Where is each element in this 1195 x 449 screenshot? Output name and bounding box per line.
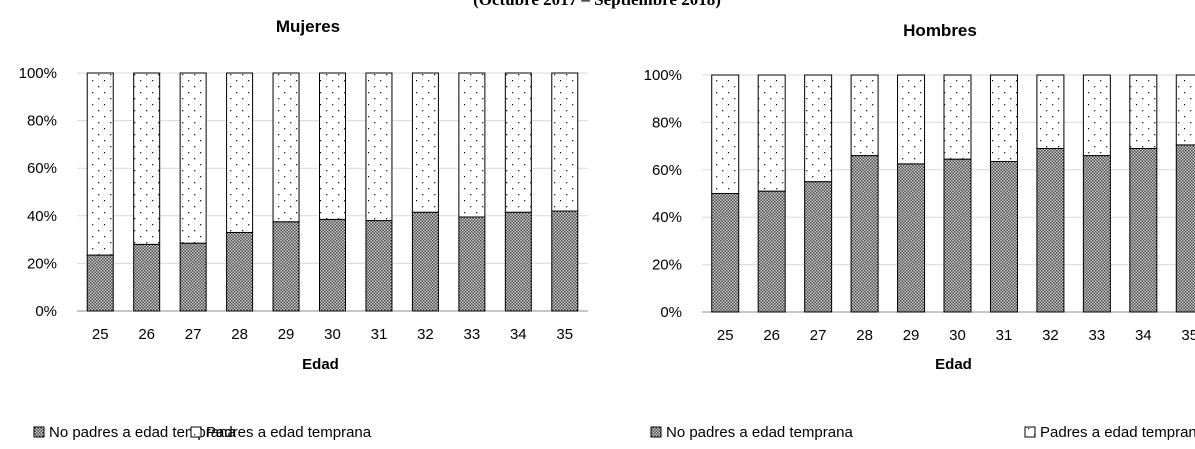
chart-mujeres: Mujeres 0% 20% 40% 60% 80% 100% 25 26 27 28 29 30 31 3… <box>19 17 588 441</box>
legend-swatch <box>1024 426 1036 438</box>
x-tick-label: 34 <box>1135 327 1152 344</box>
bar-segment <box>411 72 439 213</box>
bar-segment <box>504 211 532 312</box>
bar-segment <box>1129 147 1158 313</box>
bar-segment <box>1082 155 1111 313</box>
y-tick-label: 20% <box>27 255 57 272</box>
bar-segment <box>458 72 486 218</box>
bar-segment <box>989 161 1018 313</box>
page-title: (Octubre 2017 – Septiembre 2018) <box>473 0 721 9</box>
bar-segment <box>551 72 579 212</box>
bar-segment <box>850 155 879 313</box>
bar-segment <box>133 243 161 312</box>
bar-segment <box>226 72 254 233</box>
legend-label: No padres a edad temprana <box>49 424 236 441</box>
bar-segment <box>551 210 579 312</box>
y-tick-label: 0% <box>660 304 682 321</box>
y-tick-label: 100% <box>19 65 57 82</box>
bar-segment <box>179 72 207 244</box>
x-tick-label: 26 <box>138 326 155 343</box>
bar-segment <box>1129 74 1158 149</box>
legend-swatch <box>33 426 45 438</box>
x-tick-label: 28 <box>856 327 873 344</box>
x-axis-title: Edad <box>935 356 972 373</box>
bar-segment <box>365 72 393 222</box>
bar-segment <box>86 254 114 312</box>
x-tick-label: 35 <box>1181 327 1195 344</box>
y-tick-label: 40% <box>27 208 57 225</box>
bar-segment <box>757 74 786 192</box>
bar-segment <box>458 216 486 312</box>
bar-segment <box>272 221 300 312</box>
x-tick-label: 31 <box>371 326 388 343</box>
bar-segment <box>1175 144 1195 313</box>
bar-segment <box>1036 147 1065 313</box>
bar-segment <box>319 72 346 220</box>
bar-segment <box>711 74 740 194</box>
y-tick-label: 80% <box>652 114 682 131</box>
x-tick-label: 27 <box>185 326 202 343</box>
bar-segment <box>319 218 346 312</box>
bar-segment <box>365 220 393 312</box>
x-tick-label: 32 <box>1042 327 1059 344</box>
x-tick-label: 35 <box>556 326 573 343</box>
x-tick-label: 30 <box>324 326 341 343</box>
x-tick-label: 34 <box>510 326 527 343</box>
bar-segment <box>1082 74 1111 157</box>
x-tick-label: 33 <box>1089 327 1106 344</box>
x-tick-label: 25 <box>92 326 109 343</box>
x-tick-label: 28 <box>231 326 248 343</box>
legend-label: Padres a edad temprana <box>206 424 372 441</box>
legend-swatch <box>190 426 202 438</box>
bar-segment <box>226 231 254 312</box>
y-tick-label: 60% <box>652 162 682 179</box>
y-tick-label: 100% <box>644 67 682 84</box>
x-tick-label: 27 <box>810 327 827 344</box>
bar-segment <box>1175 74 1195 146</box>
bar-segment <box>943 74 972 160</box>
bar-segment <box>179 242 207 312</box>
bar-segment <box>711 193 740 313</box>
bar-segment <box>272 72 300 223</box>
bar-segment <box>989 74 1018 163</box>
x-tick-label: 31 <box>996 327 1013 344</box>
bar-segment <box>411 211 439 312</box>
x-tick-label: 30 <box>949 327 966 344</box>
x-tick-label: 26 <box>763 327 780 344</box>
x-tick-label: 32 <box>417 326 434 343</box>
chart-hombres: Hombres 0% 20% 40% 60% 80% 100% 25 26 27 28 29 30 31 3… <box>644 21 1195 441</box>
bar-segment <box>504 72 532 213</box>
bar-segment <box>850 74 879 157</box>
y-tick-label: 20% <box>652 257 682 274</box>
x-tick-label: 29 <box>278 326 295 343</box>
bar-segment <box>86 72 114 256</box>
x-tick-label: 33 <box>464 326 481 343</box>
bar-segment <box>897 74 926 165</box>
y-tick-label: 60% <box>27 160 57 177</box>
legend-swatch <box>650 426 662 438</box>
chart-title: Mujeres <box>276 17 340 36</box>
chart-title: Hombres <box>903 21 977 40</box>
legend-label: No padres a edad temprana <box>666 424 853 441</box>
bar-segment <box>804 74 833 183</box>
x-axis-title: Edad <box>302 356 339 373</box>
bar-segment <box>133 72 161 245</box>
y-tick-label: 0% <box>35 303 57 320</box>
bar-segment <box>757 190 786 313</box>
x-tick-label: 25 <box>717 327 734 344</box>
bar-segment <box>1036 74 1065 149</box>
y-tick-label: 40% <box>652 209 682 226</box>
bar-segment <box>804 181 833 313</box>
bar-segment <box>943 158 972 313</box>
x-tick-label: 29 <box>903 327 920 344</box>
bar-segment <box>897 163 926 313</box>
y-tick-label: 80% <box>27 113 57 130</box>
legend-label: Padres a edad temprana <box>1040 424 1195 441</box>
